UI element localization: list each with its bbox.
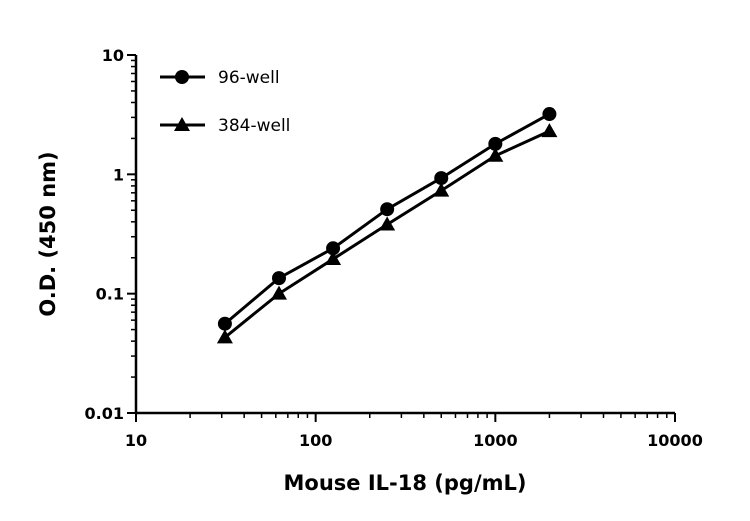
x-tick-label: 10 (125, 431, 147, 450)
y-tick-label: 0.1 (96, 285, 124, 304)
data-point-384-well (325, 251, 342, 266)
x-axis-label: Mouse IL-18 (pg/mL) (284, 471, 527, 495)
data-point-384-well (433, 182, 450, 197)
x-tick-label: 100 (299, 431, 332, 450)
data-point-384-well (216, 329, 233, 344)
y-tick-label: 10 (102, 46, 124, 65)
data-point-96-well (542, 107, 557, 122)
legend-label-96-well: 96-well (218, 68, 280, 88)
data-point-96-well (488, 136, 503, 151)
series-line-384-well (223, 129, 551, 339)
legend: 96-well 384-well (160, 68, 290, 136)
y-axis-label: O.D. (450 nm) (36, 151, 60, 316)
data-point-384-well (541, 123, 558, 138)
legend-marker-384-well (174, 117, 190, 131)
x-tick-label: 10000 (647, 431, 703, 450)
y-tick-label: 0.01 (85, 404, 124, 423)
data-point-96-well (271, 271, 286, 286)
data-point-96-well (434, 171, 449, 186)
data-point-96-well (217, 316, 232, 331)
x-tick-label: 1000 (473, 431, 518, 450)
data-point-384-well (379, 216, 396, 231)
data-point-96-well (380, 202, 395, 217)
series-layer (216, 107, 558, 344)
axes: 10 100 1000 10000 0.01 0.1 1 10 (85, 46, 703, 450)
y-tick-label: 1 (113, 165, 124, 184)
legend-marker-96-well (175, 70, 189, 84)
data-point-384-well (487, 147, 504, 162)
data-point-96-well (326, 241, 341, 256)
data-point-384-well (270, 285, 287, 300)
legend-label-384-well: 384-well (218, 116, 290, 136)
